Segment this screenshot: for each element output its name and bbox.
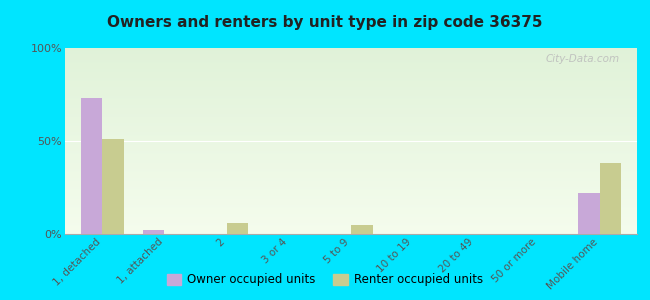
Bar: [578, 193, 600, 234]
Text: City-Data.com: City-Data.com: [546, 54, 620, 64]
Bar: [600, 163, 621, 234]
Text: Owners and renters by unit type in zip code 36375: Owners and renters by unit type in zip c…: [107, 15, 543, 30]
Bar: [227, 223, 248, 234]
Bar: [102, 139, 124, 234]
Bar: [81, 98, 102, 234]
Bar: [351, 225, 372, 234]
Bar: [143, 230, 164, 234]
Legend: Owner occupied units, Renter occupied units: Owner occupied units, Renter occupied un…: [162, 269, 488, 291]
